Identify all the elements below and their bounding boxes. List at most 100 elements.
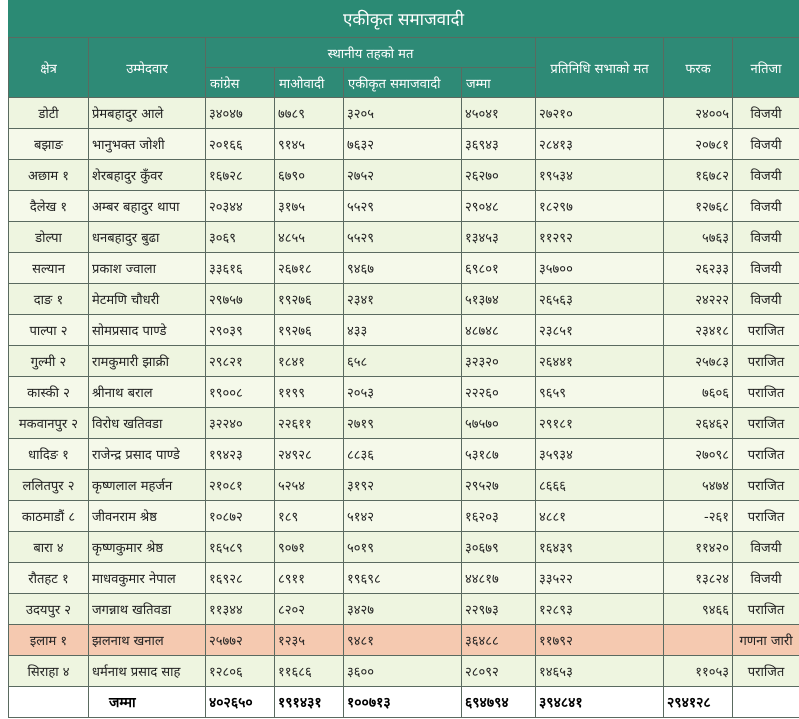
cell-constituency: दैलेख १ [8, 190, 89, 222]
cell-constituency: दाङ १ [8, 283, 89, 315]
cell-result: विजयी [732, 97, 799, 129]
cell-socialist: ६५८ [343, 345, 462, 377]
cell-hor-votes: २८४१३ [535, 128, 665, 160]
totals-label: जम्मा [88, 686, 206, 718]
cell-hor-votes: १४६५३ [535, 655, 665, 687]
cell-maoist: ५२५४ [274, 469, 344, 501]
header-local-votes: स्थानीय तहको मत [204, 37, 537, 68]
cell-hor-votes: २६४४१ [535, 345, 665, 377]
cell-constituency: डोटी [8, 97, 89, 129]
cell-total: १३४५३ [460, 221, 537, 253]
totals-hor: ३९४८४१ [535, 686, 665, 718]
cell-difference: १२७६८ [663, 190, 734, 222]
cell-difference: २६४६२ [663, 407, 734, 439]
cell-constituency: मकवानपुर २ [8, 407, 89, 439]
cell-total: ३६४८८ [460, 624, 537, 656]
cell-result: विजयी [732, 221, 799, 253]
cell-difference: २०७८१ [663, 128, 734, 160]
table-title-bar: एकीकृत समाजवादी [8, 0, 799, 37]
cell-result: विजयी [732, 190, 799, 222]
cell-total: २२२६० [460, 376, 537, 408]
cell-total: ४४८१७ [460, 562, 537, 594]
cell-hor-votes: २३८५१ [535, 314, 665, 346]
cell-socialist: ५५२९ [343, 190, 462, 222]
table-row: उदयपुर २ जगन्नाथ खतिवडा ११३४४ ८२०२ ३४२७ २२९७३… [8, 593, 799, 625]
cell-maoist: ४८५५ [274, 221, 344, 253]
cell-maoist: १८९ [274, 500, 344, 532]
cell-candidate: प्रेमबहादुर आले [88, 97, 206, 129]
table-row: ललितपुर २ कृष्णलाल महर्जन २१०८१ ५२५४ ३१९२ २९५… [8, 469, 799, 501]
table-row: सिराहा ४ धर्मनाथ प्रसाद साह १२८०६ ११६८६ ३६००… [8, 655, 799, 687]
header-maoist: माओवादी [274, 67, 344, 98]
cell-result: विजयी [732, 283, 799, 315]
cell-congress: २९८२१ [205, 345, 275, 377]
cell-result: गणना जारी [732, 624, 799, 656]
totals-maoist: १९१४३१ [274, 686, 344, 718]
cell-candidate: शेरबहादुर कुँवर [88, 159, 206, 191]
cell-socialist: ५१४२ [343, 500, 462, 532]
cell-hor-votes: १८२९७ [535, 190, 665, 222]
table-row: बझाङ भानुभक्त जोशी २०१६६ ९१४५ ७६३२ ३६९४३ २८४१३… [8, 128, 799, 160]
table-row: दैलेख १ अम्बर बहादुर थापा २०३४४ ३१७५ ५५२९ २९०… [8, 190, 799, 222]
cell-congress: २१०८१ [205, 469, 275, 501]
header-total: जम्मा [460, 67, 537, 98]
cell-maoist: १९२७६ [274, 314, 344, 346]
cell-hor-votes: ३३५२२ [535, 562, 665, 594]
cell-constituency: सिराहा ४ [8, 655, 89, 687]
cell-constituency: बझाङ [8, 128, 89, 160]
totals-congress: ४०२६५० [205, 686, 275, 718]
cell-total: २९०४८ [460, 190, 537, 222]
table-row: सल्यान प्रकाश ज्वाला ३३६१६ २६७१८ ९४६७ ६९८०१ ३५… [8, 252, 799, 284]
cell-constituency: काठमाडौं ८ [8, 500, 89, 532]
cell-congress: १६९२८ [205, 562, 275, 594]
totals-blank [8, 686, 89, 718]
cell-difference: १६७८२ [663, 159, 734, 191]
cell-congress: १६७२८ [205, 159, 275, 191]
cell-difference: २४००५ [663, 97, 734, 129]
cell-difference: १३८२४ [663, 562, 734, 594]
cell-maoist: १८४१ [274, 345, 344, 377]
header-hor-votes: प्रतिनिधि सभाको मत [535, 37, 665, 98]
cell-maoist: ११६८६ [274, 655, 344, 687]
cell-hor-votes: ९६५९ [535, 376, 665, 408]
cell-candidate: सोमप्रसाद पाण्डे [88, 314, 206, 346]
table-row: मकवानपुर २ विरोध खतिवडा ३२२४० २२६११ २७१९ ५७५७… [8, 407, 799, 439]
header-constituency: क्षेत्र [8, 37, 89, 98]
cell-socialist: २७१९ [343, 407, 462, 439]
cell-congress: २०३४४ [205, 190, 275, 222]
cell-constituency: बारा ४ [8, 531, 89, 563]
table-row: पाल्पा २ सोमप्रसाद पाण्डे २९०३९ १९२७६ ४३३ ४८७… [8, 314, 799, 346]
cell-result: पराजित [732, 438, 799, 470]
cell-hor-votes: ३५७०० [535, 252, 665, 284]
cell-hor-votes: १६४३९ [535, 531, 665, 563]
cell-total: ६९८०१ [460, 252, 537, 284]
cell-congress: १९४२३ [205, 438, 275, 470]
cell-total: २९५२७ [460, 469, 537, 501]
cell-candidate: जीवनराम श्रेष्ठ [88, 500, 206, 532]
cell-hor-votes: ३५९३४ [535, 438, 665, 470]
cell-difference: २४२२२ [663, 283, 734, 315]
cell-candidate: झलनाथ खनाल [88, 624, 206, 656]
cell-maoist: ७७८९ [274, 97, 344, 129]
cell-total: २८०९२ [460, 655, 537, 687]
cell-socialist: २३४१ [343, 283, 462, 315]
cell-maoist: ६७९० [274, 159, 344, 191]
cell-constituency: उदयपुर २ [8, 593, 89, 625]
cell-result: पराजित [732, 500, 799, 532]
cell-difference: ७६०६ [663, 376, 734, 408]
totals-result-blank [732, 686, 799, 718]
cell-socialist: ५५२९ [343, 221, 462, 253]
cell-socialist: ३६०० [343, 655, 462, 687]
cell-candidate: अम्बर बहादुर थापा [88, 190, 206, 222]
header-difference: फरक [663, 37, 734, 98]
cell-total: २६२७० [460, 159, 537, 191]
cell-maoist: ९०७१ [274, 531, 344, 563]
cell-result: पराजित [732, 407, 799, 439]
cell-hor-votes: ८६६६ [535, 469, 665, 501]
cell-difference: ९४६६ [663, 593, 734, 625]
cell-congress: २९७५७ [205, 283, 275, 315]
table-row: डोटी प्रेमबहादुर आले ३४०४७ ७७८९ ३२०५ ४५०४१ २७२… [8, 97, 799, 129]
cell-maoist: ११९९ [274, 376, 344, 408]
cell-total: ३६९४३ [460, 128, 537, 160]
cell-difference: -२६१ [663, 500, 734, 532]
